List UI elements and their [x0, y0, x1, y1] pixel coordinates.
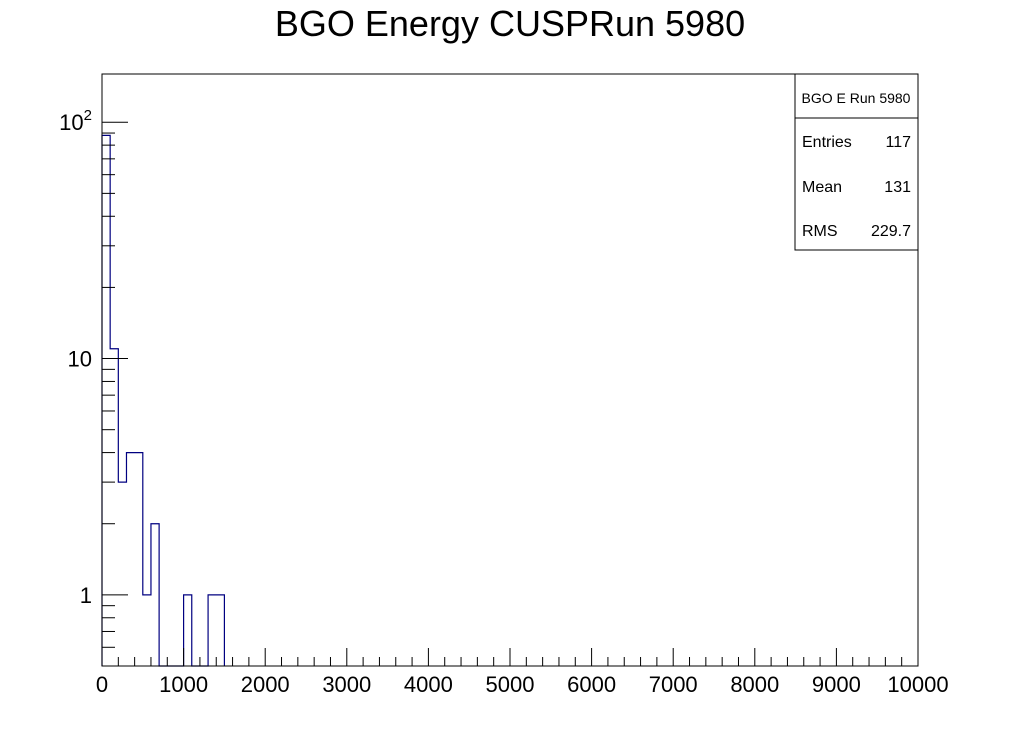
x-tick-label: 3000 [322, 672, 371, 697]
histogram-bin [135, 453, 143, 666]
plot-frame [101, 73, 919, 667]
y-tick-base: 1 [80, 583, 92, 608]
x-tick-label: 0 [96, 672, 108, 697]
x-tick-label: 6000 [567, 672, 616, 697]
y-tick-base: 10 [68, 347, 92, 372]
y-tick-base: 10 [59, 110, 83, 135]
x-tick-label: 4000 [404, 672, 453, 697]
chart-title: BGO Energy CUSPRun 5980 [275, 3, 745, 44]
histogram-bin [143, 595, 151, 666]
x-tick-label: 7000 [649, 672, 698, 697]
histogram-bin [216, 595, 224, 666]
stats-mean-value: 131 [884, 179, 911, 196]
stats-box: BGO E Run 5980 Entries 117 Mean 131 RMS … [794, 73, 919, 251]
histogram-layer [101, 134, 225, 667]
stats-mean-label: Mean [802, 179, 842, 196]
y-tick-label: 102 [59, 107, 92, 135]
x-tick-label: 10000 [887, 672, 948, 697]
x-tick-label: 5000 [486, 672, 535, 697]
histogram-bin [102, 135, 110, 666]
histogram-bin [118, 482, 126, 666]
histogram-outline [101, 134, 225, 667]
histogram-bin [110, 349, 118, 666]
histogram-bin [126, 453, 134, 666]
y-tick-label: 10 [68, 347, 92, 372]
x-tick-label: 1000 [159, 672, 208, 697]
x-tick-label: 2000 [241, 672, 290, 697]
histogram-bin [208, 595, 216, 666]
y-tick-label: 1 [80, 583, 92, 608]
x-tick-label: 8000 [730, 672, 779, 697]
histogram-bin [151, 524, 159, 666]
stats-entries-value: 117 [885, 134, 911, 151]
stats-rms-label: RMS [802, 223, 838, 240]
stats-entries-label: Entries [802, 134, 852, 151]
stats-box-frame [794, 73, 919, 251]
x-axis: 0 1000 2000 3000 4000 5000 6000 7000 8000 9000 100… [96, 648, 949, 697]
stats-box-title: BGO E Run 5980 [802, 90, 911, 106]
histogram-bin [184, 595, 192, 666]
stats-rms-value: 229.7 [871, 223, 911, 240]
y-tick-exponent: 2 [84, 107, 92, 124]
x-tick-label: 9000 [812, 672, 861, 697]
